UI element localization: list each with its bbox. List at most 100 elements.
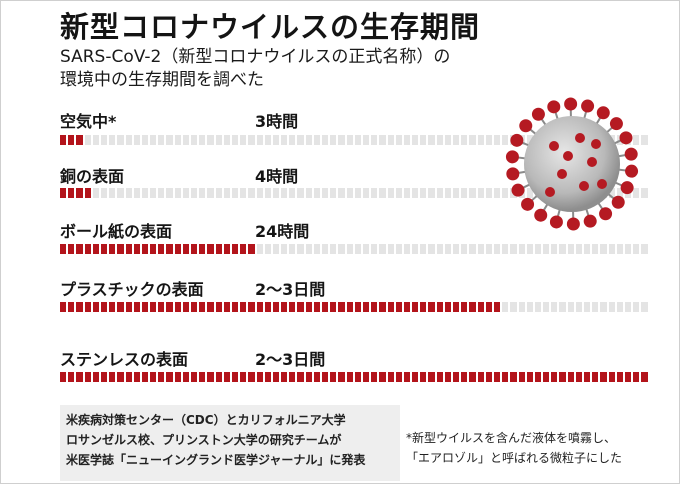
bar-segment-empty: [502, 244, 509, 254]
subtitle-line-2: 環境中の生存期間を調べた: [60, 70, 264, 90]
bar-segment-filled: [166, 372, 173, 382]
bar-segment-empty: [322, 244, 329, 254]
bar-segment-empty: [272, 135, 280, 145]
bar-segment-filled: [207, 244, 214, 254]
bar-segment-empty: [395, 244, 402, 254]
bar-segment-empty: [477, 135, 484, 145]
bar-segment-filled: [346, 372, 353, 382]
bar-segment-empty: [297, 135, 304, 145]
bar-segment-filled: [289, 302, 296, 312]
bar-segment-empty: [150, 135, 157, 145]
bar-segment-filled: [84, 302, 91, 312]
bar-segment-filled: [207, 302, 214, 312]
bar-segment-filled: [231, 372, 239, 382]
bar-segment-empty: [199, 188, 206, 198]
virus-spike: [564, 97, 578, 111]
page-title: 新型コロナウイルスの生存期間: [60, 10, 481, 44]
bar-segment-filled: [191, 244, 198, 254]
bar-segment-filled: [387, 372, 394, 382]
bar-segment-empty: [633, 244, 640, 254]
bar-segment-empty: [338, 188, 345, 198]
bar-segment-empty: [453, 188, 460, 198]
bar-segment-filled: [92, 302, 99, 312]
bar-segment-filled: [248, 244, 255, 254]
bar-segment-empty: [403, 135, 411, 145]
bar-segment-empty: [362, 135, 370, 145]
bar-segment-filled: [141, 244, 149, 254]
bar-segment-filled: [248, 302, 255, 312]
bar-segment-empty: [182, 188, 189, 198]
bar-segment-empty: [633, 135, 640, 145]
bar-segment-filled: [281, 372, 288, 382]
bar-segment-filled: [600, 372, 607, 382]
bar-segment-filled: [76, 302, 83, 312]
bar-segment-empty: [313, 244, 320, 254]
bar-segment-filled: [387, 302, 394, 312]
bar-segment-filled: [395, 372, 402, 382]
row-label-air: 空気中*: [60, 112, 117, 131]
bar-segment-empty: [362, 244, 370, 254]
bar-segment-filled: [510, 372, 517, 382]
bar-segment-filled: [150, 244, 157, 254]
coronavirus-illustration: [505, 97, 639, 231]
bar-segment-filled: [616, 372, 623, 382]
bar-segment-filled: [362, 372, 370, 382]
bar-segment-empty: [215, 135, 222, 145]
bar-segment-filled: [68, 372, 75, 382]
virus-spike: [583, 214, 597, 228]
virus-spike: [625, 164, 639, 178]
bar-segment-empty: [133, 135, 140, 145]
bar-segment-empty: [518, 244, 525, 254]
survival-bar-cardboard: [60, 244, 648, 254]
bar-segment-filled: [395, 302, 402, 312]
virus-spike: [521, 197, 535, 211]
bar-segment-filled: [68, 135, 75, 145]
bar-segment-empty: [608, 244, 615, 254]
bar-segment-empty: [502, 188, 509, 198]
bar-segment-empty: [420, 244, 427, 254]
bar-segment-filled: [313, 302, 320, 312]
bar-segment-filled: [362, 302, 370, 312]
virus-surface-protein: [579, 181, 589, 191]
bar-segment-empty: [534, 244, 542, 254]
bar-segment-filled: [60, 188, 67, 198]
bar-segment-filled: [109, 302, 116, 312]
bar-segment-empty: [641, 188, 648, 198]
source-line-1: 米疾病対策センター（CDC）とカリフォルニア大学: [66, 413, 346, 427]
bar-segment-empty: [412, 244, 419, 254]
bar-segment-filled: [125, 244, 132, 254]
bar-segment-filled: [305, 302, 312, 312]
bar-segment-filled: [76, 188, 83, 198]
bar-segment-filled: [76, 135, 83, 145]
bar-segment-empty: [420, 188, 427, 198]
virus-spike: [620, 181, 634, 195]
bar-segment-empty: [567, 244, 574, 254]
bar-segment-empty: [567, 302, 574, 312]
bar-segment-empty: [92, 188, 99, 198]
bar-segment-filled: [158, 372, 165, 382]
bar-segment-filled: [133, 302, 140, 312]
bar-segment-filled: [485, 372, 492, 382]
bar-segment-filled: [158, 302, 165, 312]
bar-segment-filled: [223, 372, 230, 382]
bar-segment-empty: [354, 135, 361, 145]
bar-segment-empty: [412, 135, 419, 145]
bar-segment-filled: [518, 372, 525, 382]
bar-segment-filled: [641, 372, 648, 382]
source-line-2: ロサンゼルス校、プリンストン大学の研究チームが: [66, 433, 342, 447]
bar-segment-filled: [158, 244, 165, 254]
virus-surface-protein: [575, 133, 585, 143]
bar-segment-empty: [412, 188, 419, 198]
bar-segment-empty: [436, 244, 443, 254]
bar-segment-empty: [264, 135, 271, 145]
bar-segment-empty: [346, 188, 353, 198]
bar-segment-empty: [166, 188, 173, 198]
bar-segment-empty: [428, 244, 435, 254]
bar-segment-empty: [199, 135, 206, 145]
bar-segment-empty: [526, 244, 533, 254]
bar-segment-empty: [485, 135, 492, 145]
bar-segment-filled: [469, 302, 476, 312]
bar-segment-filled: [215, 244, 222, 254]
bar-segment-empty: [223, 135, 230, 145]
bar-segment-empty: [444, 244, 451, 254]
